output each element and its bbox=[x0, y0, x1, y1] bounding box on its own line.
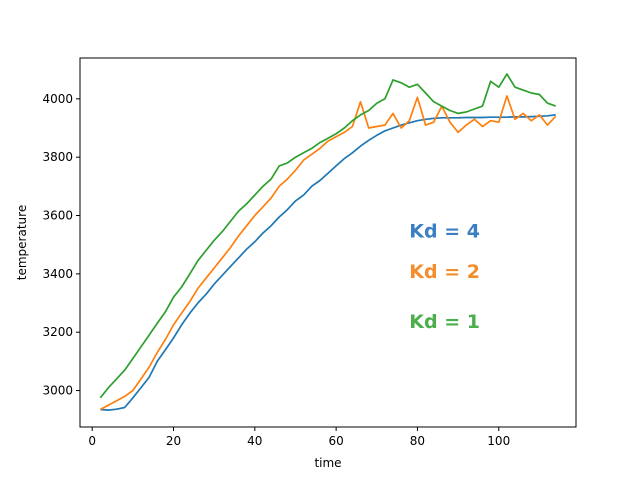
x-axis-ticks: 0 20 40 60 80 100 bbox=[88, 427, 510, 448]
x-tick-label: 100 bbox=[487, 434, 510, 448]
plot-area: 0 20 40 60 80 100 3000 3200 3400 3600 3800 4000 Kd… bbox=[42, 57, 577, 448]
x-axis-label: time bbox=[314, 456, 341, 470]
annotations: Kd = 4 Kd = 2 Kd = 1 bbox=[409, 220, 480, 332]
x-tick-label: 20 bbox=[166, 434, 181, 448]
y-tick-label: 3400 bbox=[42, 267, 73, 281]
y-tick-label: 4000 bbox=[42, 92, 73, 106]
series-line-3 bbox=[99, 73, 556, 399]
annotation-2: Kd = 2 bbox=[409, 261, 480, 283]
x-tick-label: 80 bbox=[410, 434, 425, 448]
annotation-1: Kd = 4 bbox=[409, 220, 480, 242]
y-tick-label: 3600 bbox=[42, 209, 73, 223]
x-tick-label: 0 bbox=[88, 434, 96, 448]
y-axis-label: temperature bbox=[15, 205, 29, 280]
y-axis-ticks: 3000 3200 3400 3600 3800 4000 bbox=[42, 92, 80, 398]
series-line-2 bbox=[99, 95, 557, 411]
annotation-3: Kd = 1 bbox=[409, 311, 480, 333]
axes-frame bbox=[79, 57, 577, 428]
series-layer bbox=[99, 73, 557, 411]
x-tick-label: 40 bbox=[247, 434, 262, 448]
y-tick-label: 3200 bbox=[42, 325, 73, 339]
y-tick-label: 3800 bbox=[42, 150, 73, 164]
x-tick-label: 60 bbox=[328, 434, 343, 448]
series-line-1 bbox=[100, 114, 556, 411]
y-tick-label: 3000 bbox=[42, 384, 73, 398]
